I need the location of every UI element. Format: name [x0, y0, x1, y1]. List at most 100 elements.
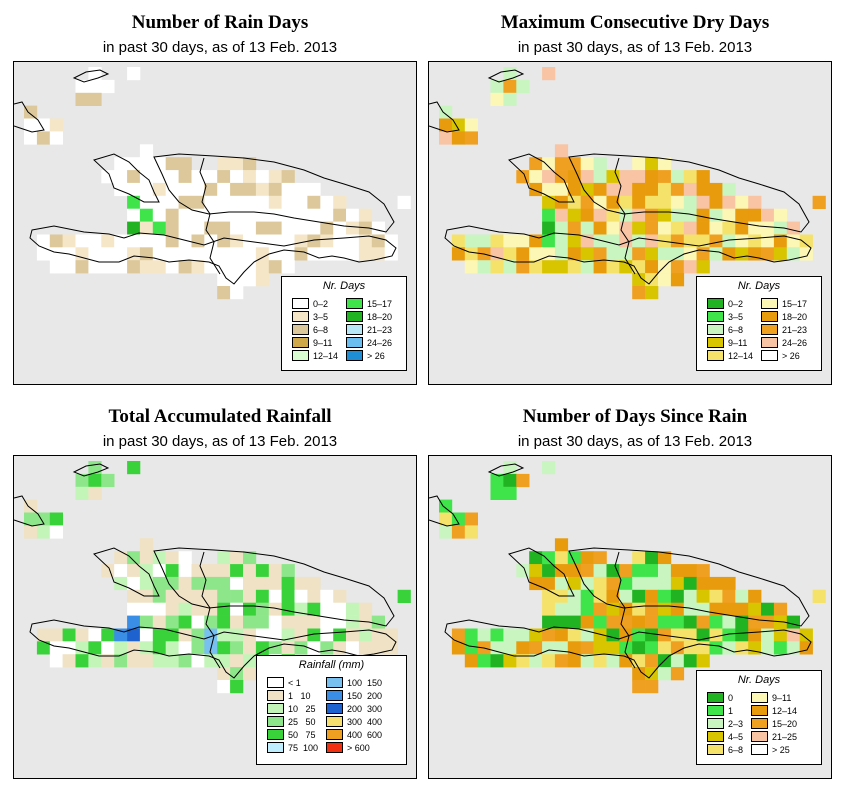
grid-cell [397, 589, 411, 603]
grid-cell [709, 221, 723, 235]
grid-cell [645, 195, 659, 209]
grid-cell [230, 589, 244, 603]
grid-cell [529, 576, 543, 591]
grid-cell [281, 260, 295, 274]
legend-label: 200 300 [347, 703, 383, 714]
grid-cell [127, 260, 141, 274]
grid-cell [49, 234, 63, 248]
grid-cell [554, 260, 569, 274]
grid-cell [255, 628, 270, 642]
legend-item: 50 75 [267, 728, 318, 741]
grid-cell [735, 615, 749, 629]
grid-cell [230, 641, 244, 655]
legend-swatch [326, 703, 344, 714]
grid-cell [178, 170, 192, 184]
grid-cell [542, 589, 556, 603]
legend-label: > 600 [347, 742, 370, 753]
grid-cell [307, 234, 321, 248]
grid-cell [709, 234, 723, 248]
grid-cell [230, 286, 244, 300]
grid-cell [139, 615, 154, 629]
legend-item: 12–14 [707, 349, 753, 362]
grid-cell [307, 195, 321, 209]
grid-cell [490, 79, 504, 94]
grid-cell [139, 157, 154, 171]
legend-label: 18–20 [782, 311, 808, 322]
legend-label: 15–17 [782, 298, 808, 309]
grid-cell [384, 234, 398, 248]
grid-cell [36, 247, 51, 261]
grid-cell [88, 486, 102, 500]
grid-cell [243, 195, 257, 209]
grid-cell [606, 195, 620, 209]
grid-cell [204, 195, 218, 209]
grid-cell [516, 79, 530, 94]
grid-cell [554, 144, 569, 158]
legend-swatch [267, 729, 284, 740]
grid-cell [748, 589, 762, 603]
grid-cell [204, 564, 218, 578]
legend-label: > 25 [772, 744, 790, 755]
grid-cell [761, 615, 775, 629]
grid-cell [114, 260, 128, 274]
legend-label: 21–25 [772, 731, 798, 742]
legend-item: > 25 [751, 743, 797, 756]
grid-cell [243, 641, 257, 655]
grid-cell [36, 525, 51, 539]
legend-swatch [707, 731, 724, 742]
grid-cell [529, 641, 543, 655]
grid-cell [567, 654, 581, 668]
legend-label: 75 100 [288, 742, 319, 753]
border-path [199, 551, 221, 669]
grid-cell [346, 602, 360, 616]
grid-cell [75, 628, 89, 642]
grid-cell [503, 486, 517, 500]
grid-cell [593, 170, 607, 184]
grid-cell [786, 247, 800, 261]
grid-cell [165, 170, 179, 184]
legend-label: 2–3 [728, 718, 744, 729]
grid-cell [165, 182, 179, 197]
legend-items: 0–2 3–5 6–8 9–11 12–14 15–17 18–20 21–23 24–26 > … [292, 297, 392, 362]
legend-label: > 26 [367, 350, 385, 361]
grid-cell [217, 589, 231, 603]
grid-cell [178, 234, 192, 248]
grid-cell [645, 221, 659, 235]
grid-cell [152, 564, 166, 578]
grid-cell [49, 118, 63, 132]
grid-cell [490, 260, 504, 274]
grid-cell [217, 157, 231, 171]
grid-cell [658, 221, 672, 235]
grid-cell [230, 551, 244, 565]
grid-cell [294, 641, 308, 655]
grid-cell [567, 602, 581, 616]
grid-cell [24, 512, 38, 526]
grid-cell [619, 182, 633, 197]
grid-cell [320, 602, 334, 616]
grid-cell [152, 247, 166, 261]
grid-cell [812, 195, 826, 209]
legend-swatch [707, 324, 724, 335]
grid-cell [294, 234, 308, 248]
grid-cell [217, 273, 231, 287]
grid-cell [268, 221, 282, 235]
grid-cell [320, 195, 334, 209]
grid-cell [683, 260, 697, 274]
grid-cell [165, 589, 179, 603]
grid-cell [217, 221, 231, 235]
grid-cell [696, 170, 710, 184]
grid-cell [580, 615, 594, 629]
grid-cell [670, 182, 685, 197]
grid-cell [127, 234, 141, 248]
grid-cell [580, 589, 594, 603]
grid-cell [529, 247, 543, 261]
grid-cell [645, 564, 659, 578]
grid-cell [632, 273, 646, 287]
grid-cell [191, 641, 205, 655]
grid-cell [683, 221, 697, 235]
grid-cell [320, 589, 334, 603]
grid-cell [358, 234, 373, 248]
grid-cell [127, 67, 141, 81]
grid-cell [49, 525, 63, 539]
grid-cell [735, 208, 749, 222]
